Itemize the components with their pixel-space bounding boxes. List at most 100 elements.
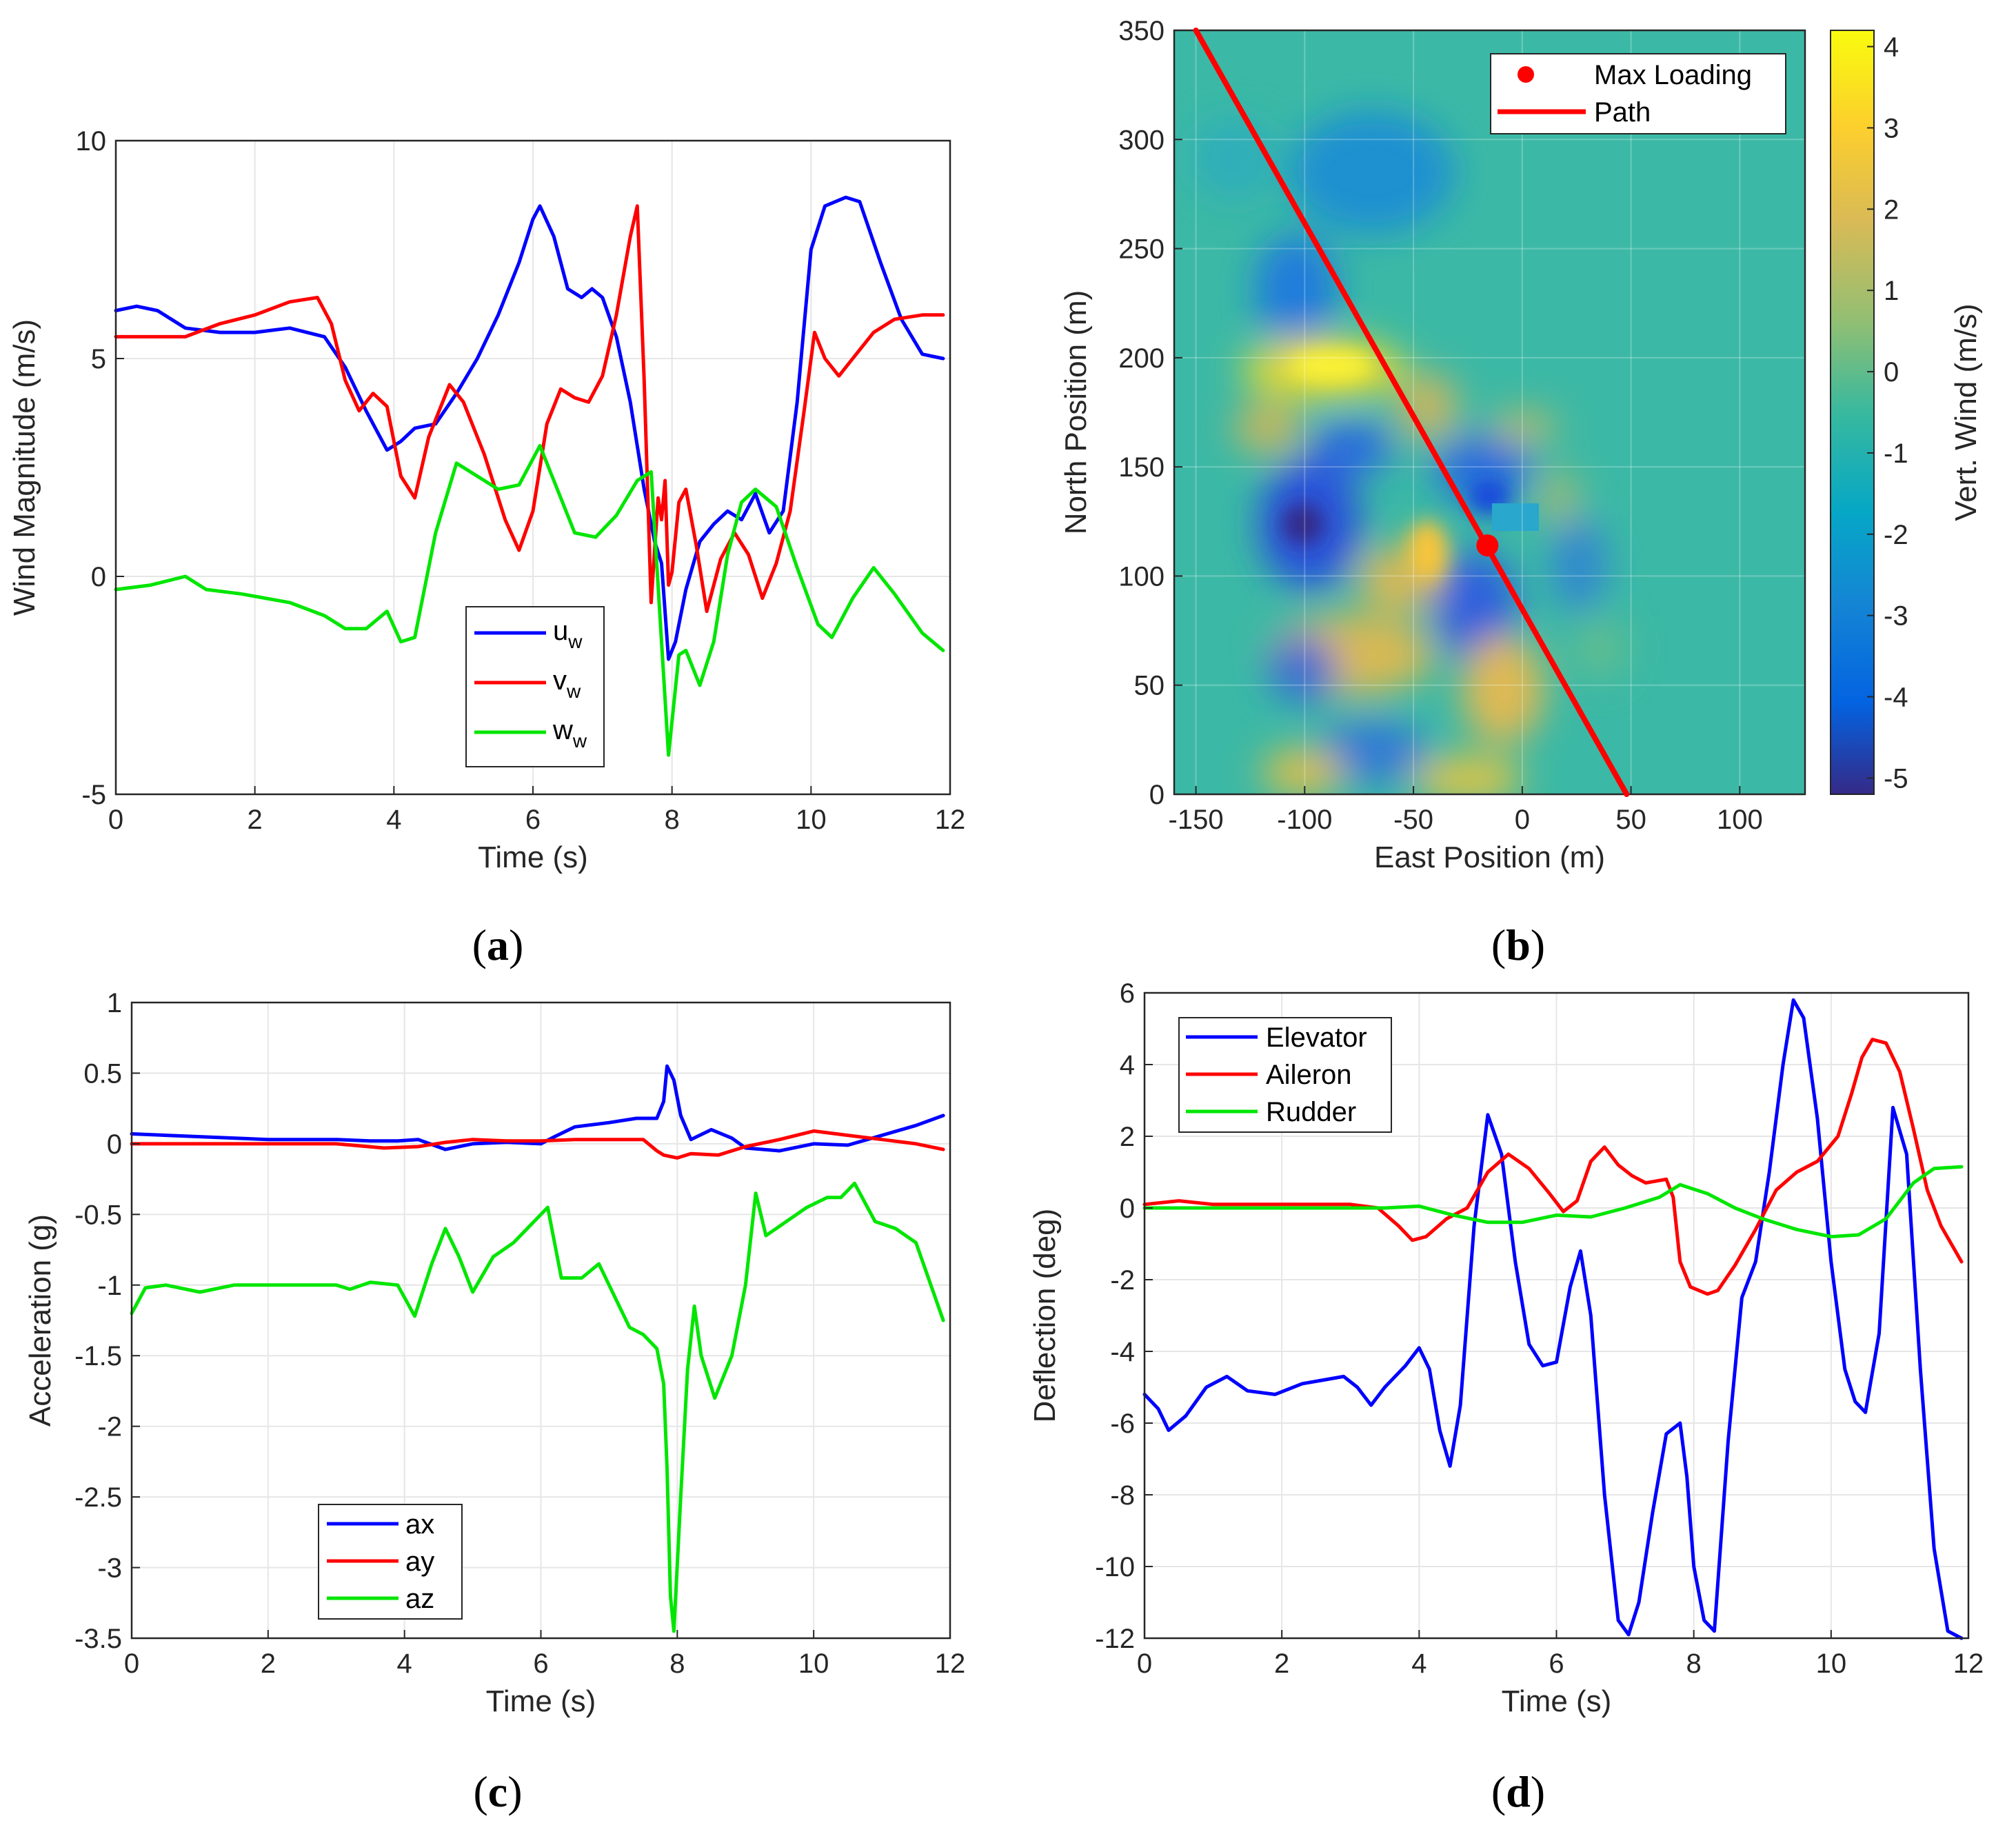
x-tick-label: 100	[1717, 805, 1763, 835]
legend-label-v-w: vw	[553, 665, 581, 702]
legend-label-aileron: Aileron	[1266, 1060, 1352, 1090]
x-tick-label: 2	[248, 805, 263, 835]
y-tick-label: 50	[1134, 671, 1165, 701]
panel-d-xlabel: Time (s)	[1502, 1684, 1612, 1718]
legend-label-az: az	[405, 1584, 434, 1614]
panel-b-colorbar: -5 -4 -3 -2 -1 0 1 2 3 4 Vert. Wind (m/s)	[1830, 30, 1983, 795]
colorbar-label: Vert. Wind (m/s)	[1949, 303, 1983, 521]
y-tick-label: 0	[107, 1129, 122, 1160]
y-tick-label: -3.5	[74, 1624, 122, 1654]
panel-b-heatmap-field	[1174, 30, 1805, 794]
y-tick-label: 200	[1118, 343, 1165, 374]
y-tick-label: 100	[1118, 561, 1165, 592]
panel-d-series	[1142, 998, 1964, 1640]
x-tick-label: 8	[669, 1649, 685, 1679]
colorbar-ticks: -5 -4 -3 -2 -1 0 1 2 3 4	[1867, 32, 1908, 794]
colorbar-tick-label: 4	[1884, 32, 1899, 63]
y-tick-label: -2	[97, 1412, 122, 1442]
panel-a-axes-box	[114, 139, 951, 796]
y-tick-label: -12	[1095, 1624, 1135, 1654]
series-line-az	[130, 1181, 945, 1633]
y-tick-label: -4	[1110, 1337, 1135, 1367]
panel-b-ylabel: North Position (m)	[1059, 290, 1093, 535]
panel-d-ticks: 0 2 4 6 8 10 12 -12 -10 -8 -6 -4 -2 0 2 4 6	[1095, 978, 1984, 1679]
y-tick-label: 150	[1118, 452, 1165, 483]
x-tick-label: 8	[665, 805, 680, 835]
legend-marker-max-loading	[1518, 66, 1534, 83]
legend-label-rudder: Rudder	[1266, 1097, 1356, 1127]
x-tick-label: 8	[1686, 1649, 1702, 1679]
panel-b-xlabel: East Position (m)	[1374, 840, 1605, 874]
y-tick-label: 0	[91, 562, 106, 592]
x-tick-label: -100	[1277, 805, 1332, 835]
y-tick-label: -2.5	[74, 1482, 122, 1513]
x-tick-label: 2	[1274, 1649, 1289, 1679]
y-tick-label: -0.5	[74, 1200, 122, 1230]
y-tick-label: 0	[1149, 780, 1165, 810]
x-tick-label: 6	[533, 1649, 548, 1679]
panel-a-legend: uw vw ww	[465, 606, 605, 767]
x-tick-label: 0	[1137, 1649, 1152, 1679]
series-line-ay	[130, 1129, 945, 1160]
y-tick-label: -1	[97, 1271, 122, 1301]
legend-label-u-w: uw	[553, 616, 583, 652]
legend-label-elevator: Elevator	[1266, 1023, 1367, 1053]
colorbar-tick-label: -5	[1884, 763, 1908, 794]
legend-label-w-w: ww	[552, 715, 587, 752]
x-tick-label: 4	[1411, 1649, 1427, 1679]
x-tick-label: 0	[108, 805, 123, 835]
panel-c-ticks: 0 2 4 6 8 10 12 -3.5 -3 -2.5 -2 -1.5 -1 -0.5 0 0.5 1	[74, 988, 965, 1679]
panel-a-xlabel: Time (s)	[478, 840, 588, 874]
colorbar-gradient	[1830, 30, 1875, 795]
y-tick-label: -2	[1110, 1265, 1135, 1296]
max-loading-marker	[1476, 534, 1499, 557]
x-tick-label: 50	[1615, 805, 1646, 835]
panel-c-series	[130, 1064, 945, 1633]
colorbar-tick-label: 3	[1884, 113, 1899, 143]
heatmap-patch	[1492, 503, 1539, 531]
y-tick-label: 5	[91, 344, 106, 374]
x-tick-label: 12	[935, 1649, 966, 1679]
y-tick-label: 0.5	[83, 1058, 122, 1089]
panel-c-axes-box	[130, 1001, 951, 1640]
x-tick-label: -150	[1169, 805, 1224, 835]
panel-b-legend-box	[1490, 53, 1786, 134]
y-tick-label: 6	[1120, 978, 1135, 1009]
y-tick-label: 0	[1120, 1193, 1135, 1224]
x-tick-label: 10	[1816, 1649, 1847, 1679]
y-tick-label: 350	[1118, 16, 1165, 46]
colorbar-tick-label: 1	[1884, 276, 1899, 306]
x-tick-label: 2	[261, 1649, 276, 1679]
panel-d-ylabel: Deflection (deg)	[1028, 1209, 1062, 1423]
colorbar-tick-label: 0	[1884, 357, 1899, 387]
x-tick-label: 10	[796, 805, 827, 835]
panel-c-xlabel: Time (s)	[486, 1684, 596, 1718]
y-tick-label: 10	[76, 126, 107, 157]
colorbar-tick-label: -1	[1884, 439, 1908, 469]
y-tick-label: -5	[81, 780, 106, 810]
legend-label-path: Path	[1594, 97, 1651, 128]
series-line-v-w	[114, 204, 945, 614]
panel-a-ylabel: Wind Magnitude (m/s)	[8, 319, 41, 616]
x-tick-label: 10	[798, 1649, 829, 1679]
y-tick-label: 300	[1118, 125, 1165, 155]
heatmap-sharp-blobs	[1282, 350, 1510, 583]
x-tick-label: -50	[1393, 805, 1433, 835]
legend-label-max-loading: Max Loading	[1594, 60, 1752, 90]
x-tick-label: 12	[935, 805, 966, 835]
series-line-w-w	[114, 443, 945, 757]
panel-d-deflection: 0 2 4 6 8 10 12 -12 -10 -8 -6 -4 -2 0 2 4 6 Time (s) Def…	[1028, 978, 1984, 1718]
y-tick-label: 2	[1120, 1122, 1135, 1152]
panel-d-legend: Elevator Aileron Rudder	[1178, 1017, 1392, 1133]
series-line-u-w	[114, 195, 945, 661]
legend-label-ax: ax	[405, 1509, 434, 1540]
panel-b-legend: Max Loading Path	[1490, 53, 1786, 134]
panel-c-legend: ax ay az	[318, 1504, 463, 1620]
panel-label-c: (c)	[473, 1767, 522, 1816]
y-tick-label: -1.5	[74, 1341, 122, 1371]
x-tick-label: 4	[386, 805, 401, 835]
series-line-elevator	[1142, 998, 1964, 1640]
y-tick-label: 1	[107, 988, 122, 1018]
